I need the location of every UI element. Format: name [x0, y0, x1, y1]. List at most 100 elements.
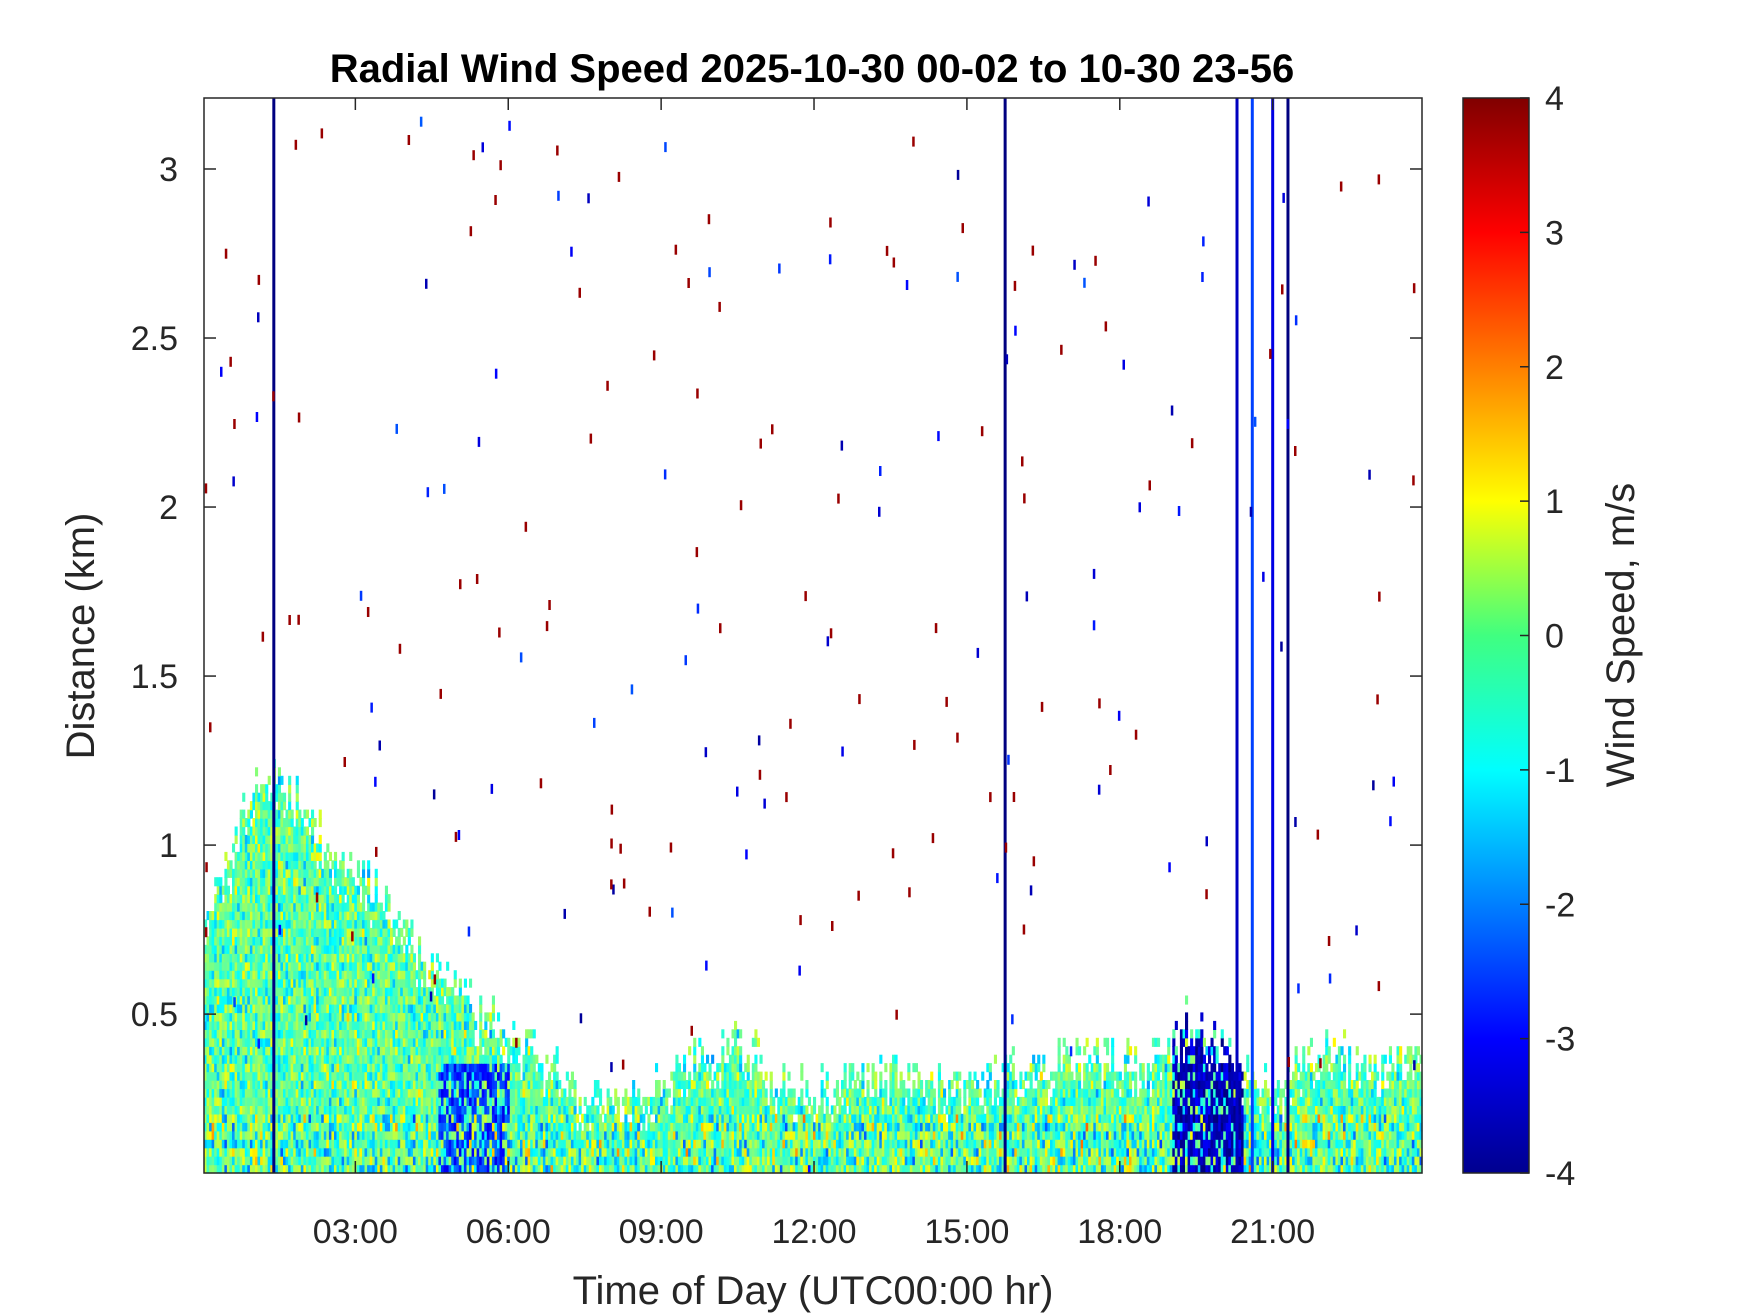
- heatmap-cell: [392, 1029, 396, 1039]
- heatmap-cell: [252, 1063, 256, 1073]
- heatmap-cell: [390, 1088, 394, 1098]
- heatmap-cell: [288, 1046, 292, 1056]
- heatmap-cell: [209, 1063, 213, 1073]
- heatmap-cell: [237, 927, 241, 937]
- heatmap-cell: [239, 1139, 243, 1149]
- heatmap-cell: [270, 1164, 274, 1174]
- heatmap-cell: [298, 1096, 302, 1106]
- heatmap-cell: [283, 1020, 287, 1030]
- heatmap-cell: [362, 1139, 366, 1149]
- heatmap-cell: [267, 1004, 271, 1014]
- heatmap-cell: [280, 877, 284, 887]
- heatmap-cell: [423, 978, 427, 988]
- heatmap-cell: [412, 953, 416, 963]
- heatmap-cell: [247, 1164, 251, 1174]
- heatmap-cell: [349, 1071, 353, 1081]
- heatmap-cell: [362, 1012, 366, 1022]
- heatmap-cell: [262, 868, 266, 878]
- heatmap-cell: [252, 1088, 256, 1098]
- heatmap-cell: [359, 1037, 363, 1047]
- heatmap-cell: [257, 809, 261, 819]
- heatmap-cell: [356, 1063, 360, 1073]
- heatmap-cell: [260, 927, 264, 937]
- heatmap-cell: [232, 1029, 236, 1039]
- heatmap-cell: [362, 1071, 366, 1081]
- heatmap-cell: [265, 1046, 269, 1056]
- heatmap-cell: [285, 818, 289, 828]
- heatmap-cell: [339, 1029, 343, 1039]
- heatmap-cell: [219, 919, 223, 929]
- heatmap-cell: [336, 902, 340, 912]
- heatmap-cell: [226, 1113, 230, 1123]
- heatmap-cell: [387, 1122, 391, 1132]
- heatmap-cell: [377, 978, 381, 988]
- heatmap-cell: [288, 944, 292, 954]
- heatmap-cell: [209, 944, 213, 954]
- heatmap-cell: [270, 1029, 274, 1039]
- heatmap-cell: [339, 1080, 343, 1090]
- heatmap-cell: [346, 927, 350, 937]
- heatmap-cell: [374, 868, 378, 878]
- heatmap-cell: [395, 1113, 399, 1123]
- heatmap-cell: [255, 1130, 259, 1140]
- heatmap-cell: [308, 902, 312, 912]
- heatmap-cell: [204, 1020, 208, 1030]
- heatmap-cell: [311, 1147, 315, 1157]
- heatmap-cell: [285, 1029, 289, 1039]
- heatmap-cell: [305, 995, 309, 1005]
- heatmap-cell: [334, 1130, 338, 1140]
- heatmap-cell: [206, 936, 210, 946]
- heatmap-cell: [446, 961, 450, 971]
- heatmap-cell: [288, 1139, 292, 1149]
- heatmap-cell: [392, 919, 396, 929]
- heatmap-cell: [313, 851, 317, 861]
- heatmap-cell: [293, 1139, 297, 1149]
- heatmap-cell: [249, 809, 253, 819]
- heatmap-cell: [318, 978, 322, 988]
- heatmap-cell: [741, 1071, 745, 1081]
- heatmap-cell: [349, 995, 353, 1005]
- heatmap-cell: [400, 961, 404, 971]
- heatmap-cell: [221, 1080, 225, 1090]
- heatmap-cell: [280, 843, 284, 853]
- heatmap-cell: [229, 1063, 233, 1073]
- heatmap-cell: [379, 1105, 383, 1115]
- heatmap-cell: [344, 995, 348, 1005]
- heatmap-cell: [318, 919, 322, 929]
- heatmap-cell: [260, 902, 264, 912]
- heatmap-cell: [298, 834, 302, 844]
- heatmap-cell: [397, 1037, 401, 1047]
- heatmap-cell: [275, 860, 279, 870]
- heatmap-cell: [305, 843, 309, 853]
- heatmap-cell: [334, 927, 338, 937]
- heatmap-cell: [255, 911, 259, 921]
- heatmap-cell: [249, 1046, 253, 1056]
- heatmap-cell: [298, 885, 302, 895]
- heatmap-cell: [331, 1088, 335, 1098]
- heatmap-cell: [293, 1130, 297, 1140]
- heatmap-cell: [267, 894, 271, 904]
- heatmap-cell: [224, 1029, 228, 1039]
- heatmap-cell: [295, 1004, 299, 1014]
- heatmap-cell: [318, 1020, 322, 1030]
- heatmap-cell: [265, 944, 269, 954]
- heatmap-cell: [288, 809, 292, 819]
- heatmap-cell: [280, 801, 284, 811]
- heatmap-cell: [323, 970, 327, 980]
- heatmap-cell: [216, 1046, 220, 1056]
- heatmap-cell: [211, 1020, 215, 1030]
- heatmap-cell: [326, 953, 330, 963]
- heatmap-cell: [267, 1046, 271, 1056]
- heatmap-cell: [214, 1020, 218, 1030]
- heatmap-cell: [206, 944, 210, 954]
- heatmap-cell: [379, 1037, 383, 1047]
- heatmap-cell: [204, 978, 208, 988]
- heatmap-cell: [214, 1105, 218, 1115]
- heatmap-cell: [209, 1113, 213, 1123]
- heatmap-cell: [288, 834, 292, 844]
- heatmap-cell: [362, 1096, 366, 1106]
- heatmap-cell: [344, 936, 348, 946]
- heatmap-cell: [219, 1096, 223, 1106]
- heatmap-cell: [252, 911, 256, 921]
- heatmap-cell: [206, 953, 210, 963]
